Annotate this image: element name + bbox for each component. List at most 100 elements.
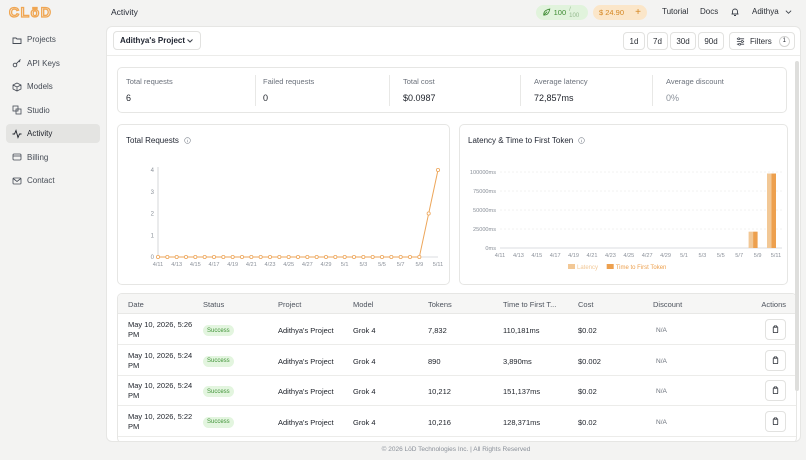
y-tick-label: 0ms: [485, 246, 496, 252]
sidebar-item-activity[interactable]: Activity: [6, 124, 100, 143]
stat-value: 6: [126, 93, 132, 103]
chevron-down-icon[interactable]: [785, 9, 792, 15]
x-tick-label: 5/9: [754, 253, 762, 259]
data-point[interactable]: [267, 254, 272, 259]
cell-ttft: 151,137ms: [503, 387, 541, 396]
copy-button[interactable]: [765, 441, 786, 442]
data-point[interactable]: [407, 254, 412, 259]
x-tick-label: 5/11: [771, 253, 781, 259]
range-7d-button[interactable]: 7d: [647, 32, 668, 50]
stat-average-discount: Average discount 0%: [658, 68, 786, 112]
cell-discount: N/A: [656, 418, 667, 426]
sidebar-item-api-keys[interactable]: API Keys: [6, 54, 100, 73]
add-funds-icon[interactable]: +: [635, 7, 641, 18]
data-point[interactable]: [165, 254, 170, 259]
data-point[interactable]: [193, 254, 198, 259]
data-point[interactable]: [221, 254, 226, 259]
info-icon[interactable]: [578, 137, 585, 144]
copy-button[interactable]: [765, 349, 786, 371]
user-menu[interactable]: Adithya: [752, 7, 779, 16]
bar-latency[interactable]: [767, 173, 772, 248]
x-tick-label: 5/11: [433, 262, 443, 268]
project-select[interactable]: Adithya's Project: [113, 31, 201, 50]
data-point[interactable]: [156, 254, 161, 259]
data-point[interactable]: [426, 211, 431, 216]
range-30d-button[interactable]: 30d: [670, 32, 696, 50]
table-row[interactable]: May 10, 2026, ...: [118, 437, 796, 442]
sidebar: CLōD Projects API Keys Models Studio Activit…: [0, 0, 106, 460]
range-1d-button[interactable]: 1d: [623, 32, 645, 50]
tutorial-link[interactable]: Tutorial: [662, 7, 689, 16]
data-point[interactable]: [379, 254, 384, 259]
data-point[interactable]: [295, 254, 300, 259]
x-tick-label: 5/7: [397, 262, 405, 268]
data-point[interactable]: [249, 254, 254, 259]
data-point[interactable]: [184, 254, 189, 259]
data-point[interactable]: [342, 254, 347, 259]
data-point[interactable]: [314, 254, 319, 259]
docs-link[interactable]: Docs: [700, 7, 719, 16]
data-point[interactable]: [174, 254, 179, 259]
bar-time-to-first-token[interactable]: [771, 173, 777, 248]
data-point[interactable]: [323, 254, 328, 259]
mail-icon: [12, 177, 22, 184]
data-point[interactable]: [202, 254, 207, 259]
table-header: Date Status Project Model Tokens Time to Firs…: [118, 294, 796, 314]
copy-button[interactable]: [765, 319, 786, 340]
data-point[interactable]: [212, 254, 217, 259]
data-point[interactable]: [286, 254, 291, 259]
table-row[interactable]: May 10, 2026, 5:26 PM Success Adithya's Pr…: [118, 315, 796, 345]
data-point[interactable]: [389, 254, 394, 259]
sidebar-item-projects[interactable]: Projects: [6, 30, 100, 49]
credits-badge[interactable]: 100 / 100: [536, 5, 588, 20]
data-point[interactable]: [277, 254, 282, 259]
data-point[interactable]: [417, 254, 422, 259]
data-point[interactable]: [333, 254, 338, 259]
x-tick-label: 5/5: [378, 262, 386, 268]
column-header: Time to First T...: [503, 300, 557, 309]
table-row[interactable]: May 10, 2026, 5:24 PM Success Adithya's Pr…: [118, 346, 796, 376]
y-tick-label: 2: [151, 212, 155, 218]
clod-logo[interactable]: CLōD: [9, 5, 67, 19]
footer-text: © 2026 LōD Technologies Inc. | All Right…: [381, 446, 531, 453]
data-point[interactable]: [370, 254, 375, 259]
info-icon[interactable]: [184, 137, 191, 144]
data-point[interactable]: [230, 254, 235, 259]
sidebar-item-studio[interactable]: Studio: [6, 101, 100, 120]
balance-value: $ 24.90: [599, 8, 625, 17]
data-point[interactable]: [240, 254, 245, 259]
bell-icon[interactable]: [730, 7, 740, 17]
data-point[interactable]: [435, 168, 440, 173]
filters-button[interactable]: Filters 1: [729, 32, 795, 50]
stat-value: $0.0987: [403, 93, 436, 103]
table-row[interactable]: May 10, 2026, 5:22 PM Success Adithya's Pr…: [118, 407, 796, 437]
stat-label: Total cost: [403, 77, 435, 86]
sidebar-item-models[interactable]: Models: [6, 77, 100, 96]
balance-badge[interactable]: $ 24.90 +: [593, 5, 647, 20]
copy-button[interactable]: [765, 410, 786, 432]
legend-label: Latency: [577, 265, 598, 271]
bar-latency[interactable]: [748, 231, 754, 248]
sidebar-item-contact[interactable]: Contact: [6, 171, 100, 190]
column-header: Date: [128, 300, 144, 309]
scrollbar[interactable]: [795, 61, 799, 391]
sidebar-item-label: Billing: [27, 152, 49, 162]
table-row[interactable]: May 10, 2026, 5:24 PM Success Adithya's Pr…: [118, 376, 796, 406]
divider: [652, 75, 653, 106]
data-point[interactable]: [398, 254, 403, 259]
bar-time-to-first-token[interactable]: [753, 231, 758, 248]
stat-total-requests: Total requests 6: [118, 68, 252, 112]
x-tick-label: 4/21: [246, 262, 257, 268]
range-90d-button[interactable]: 90d: [698, 32, 724, 50]
sidebar-item-billing[interactable]: Billing: [6, 148, 100, 167]
copy-button[interactable]: [765, 380, 786, 401]
clipboard-icon: [772, 386, 779, 395]
data-point[interactable]: [305, 254, 310, 259]
sidebar-nav: Projects API Keys Models Studio Activity Bill…: [6, 30, 100, 195]
y-tick-label: 100000ms: [470, 170, 496, 176]
data-point[interactable]: [351, 254, 356, 259]
data-point[interactable]: [361, 254, 366, 259]
stat-label: Total requests: [126, 77, 173, 86]
data-point[interactable]: [258, 254, 263, 259]
x-tick-label: 4/15: [531, 253, 542, 259]
